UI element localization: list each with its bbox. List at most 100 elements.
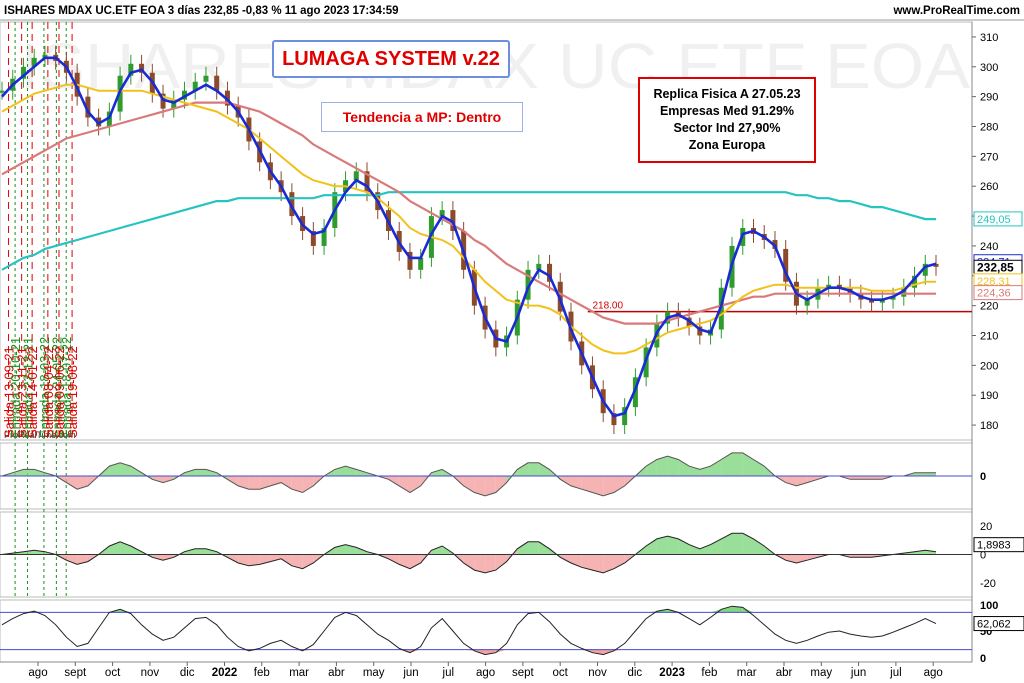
oscillator-1-area (592, 476, 604, 496)
x-tick-label: 2023 (659, 667, 685, 679)
x-tick-label: jun (850, 667, 866, 679)
oscillator-2-area (667, 536, 679, 555)
oscillator-1-area (850, 476, 861, 480)
price-tick-label: 280 (980, 122, 998, 134)
oscillator-1-area (753, 459, 765, 476)
oscillator-1-area (485, 476, 496, 496)
oscillator-1-area (302, 476, 314, 493)
oscillator-1-area (742, 452, 754, 476)
candle-body (407, 251, 413, 270)
candle-body (869, 299, 875, 303)
oscillator-1-area (77, 476, 88, 490)
oscillator-2-area (291, 554, 303, 569)
oscillator-1-area (388, 476, 400, 486)
oscillator-2-tick-label: 20 (980, 521, 992, 533)
price-tag-label-2: 232,85 (977, 260, 1014, 274)
candle-body (804, 299, 810, 306)
oscillator-1-area (152, 476, 164, 483)
candle-body (128, 63, 134, 76)
candle-body (289, 192, 295, 217)
oscillator-2-area (474, 554, 486, 573)
price-tag-box-0 (973, 211, 1023, 227)
candle-body (214, 75, 220, 91)
oscillator-2-area (689, 544, 700, 555)
oscillator-2-area (495, 554, 507, 571)
oscillator-2-area (205, 548, 217, 555)
oscillator-1-area (227, 476, 239, 486)
oscillator-1-area (248, 476, 260, 490)
oscillator-1-area (560, 476, 571, 486)
x-tick-label: abr (776, 667, 793, 679)
oscillator-2-area (603, 554, 614, 573)
oscillator-1-area (34, 469, 45, 476)
x-tick-label: ago (924, 667, 943, 679)
candle-body (901, 287, 907, 297)
x-tick-label: nov (141, 667, 160, 679)
oscillator-2-area (431, 546, 443, 555)
candle-body (418, 257, 424, 270)
candle-body (836, 284, 842, 288)
x-tick-label: sept (512, 667, 535, 679)
candle-body (0, 90, 5, 93)
oscillator-1-area (409, 476, 421, 493)
oscillator-1-area (656, 456, 668, 476)
oscillator-2-area (184, 548, 196, 555)
oscillator-2-area (914, 550, 926, 555)
oscillator-2-area (517, 541, 529, 555)
x-tick-label: feb (701, 667, 717, 679)
candle-body (171, 99, 177, 109)
oscillator-2-area (613, 554, 625, 569)
oscillator-3-line (1, 605, 937, 656)
oscillator-2-area (528, 541, 539, 555)
oscillator-1-area (603, 476, 614, 496)
candle-body (912, 275, 918, 288)
oscillator-2-area (592, 554, 604, 573)
candle-body (42, 54, 48, 58)
oscillator-1-tick-label: 0 (980, 471, 986, 483)
x-tick-label: ago (476, 667, 495, 679)
oscillator-2-area (195, 548, 206, 555)
oscillator-3-overbought-area (732, 606, 743, 613)
oscillator-3-value-label: 62,062 (977, 619, 1011, 631)
price-tick-label: 270 (980, 151, 998, 163)
brand-label: www.ProRealTime.com (892, 5, 1020, 17)
info-line-4: Zona Europa (688, 138, 766, 152)
system-label: LUMAGA SYSTEM v.22 (272, 40, 510, 78)
info-box: Replica Fisica A 27.05.23 Empresas Med 9… (638, 77, 816, 163)
candle-body (933, 263, 939, 267)
candle-body (611, 413, 617, 426)
x-tick-label: dic (627, 667, 642, 679)
oscillator-1-area (184, 469, 196, 476)
price-tag-label-3: 228,31 (977, 276, 1011, 288)
oscillator-2-area (721, 533, 733, 555)
x-tick-label: sept (64, 667, 87, 679)
oscillator-1-area (163, 476, 174, 483)
oscillator-1-area (66, 476, 78, 490)
candle-body (783, 248, 789, 282)
series-line-fast-ma (1, 56, 937, 418)
oscillator-1-area (528, 462, 539, 476)
oscillator-1-area (23, 469, 35, 476)
oscillator-2-area (807, 554, 818, 561)
candle-body (20, 66, 26, 79)
x-tick-label: may (363, 667, 385, 679)
oscillator-1-area (195, 469, 206, 476)
info-line-2: Empresas Med 91.29% (659, 104, 795, 118)
oscillator-2-area (227, 554, 239, 563)
oscillator-1-area (732, 452, 743, 476)
oscillator-1-area (120, 462, 131, 476)
candle-body (310, 231, 316, 246)
oscillator-1-area (860, 476, 872, 480)
candle-body (890, 296, 896, 300)
oscillator-2-area (302, 554, 314, 569)
small-brand-label: ProRealTime.com (4, 430, 76, 440)
oscillator-2-area (710, 538, 722, 555)
price-tick-label: 240 (980, 241, 998, 253)
candle-body (85, 96, 91, 118)
oscillator-1-area (291, 476, 303, 493)
x-tick-label: nov (588, 667, 607, 679)
candle-body (826, 284, 832, 288)
series-line-long-ma (1, 191, 936, 271)
price-tick-label: 220 (980, 301, 998, 313)
